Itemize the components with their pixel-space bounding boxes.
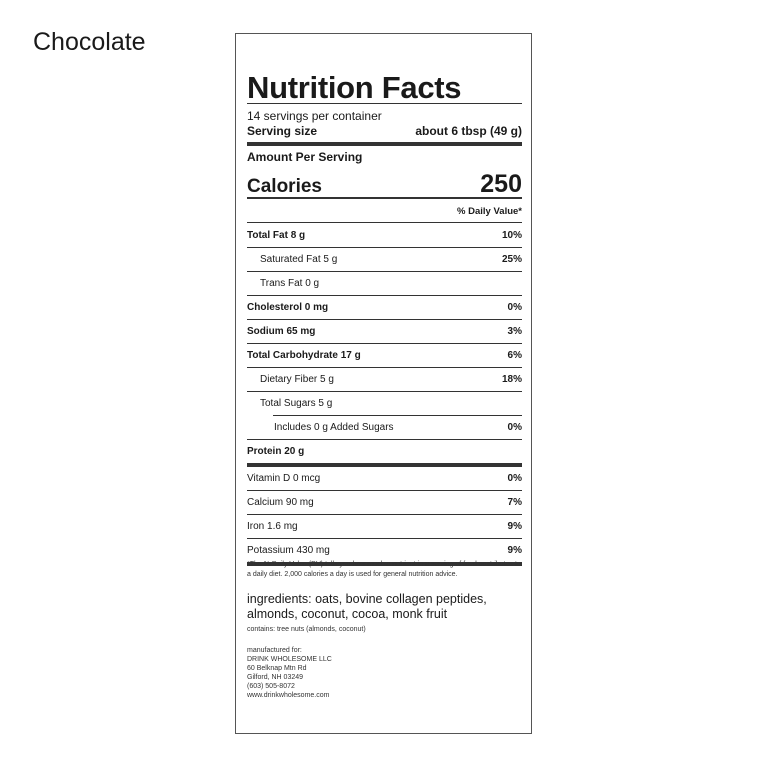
divider-thick [247,562,522,566]
divider [247,391,522,392]
calories-value: 250 [480,170,522,198]
nutrient-daily-value: 0% [507,301,522,313]
manufacturer-phone: (603) 505-8072 [247,683,295,690]
label-title: Nutrition Facts [247,70,462,105]
serving-size-label: Serving size [247,124,318,138]
calories-label: Calories [247,176,322,197]
amount-per-serving: Amount Per Serving [247,150,363,164]
footnote: *The % Daily Value (DV) tells you how mu… [247,561,521,578]
nutrient-name: Vitamin D 0 mcg [247,472,321,484]
nutrient-daily-value: 0% [507,472,522,484]
manufacturer-address1: 60 Belknap Mtn Rd [247,665,307,672]
nutrient-row: Saturated Fat 5 g 25% [247,247,522,271]
nutrient-daily-value: 3% [507,325,522,337]
divider [247,490,522,491]
flavor-title: Chocolate [33,28,146,56]
divider [247,439,522,440]
nutrient-row: Trans Fat 0 g [247,271,522,295]
nutrient-name: Iron 1.6 mg [247,520,298,532]
divider [273,415,522,416]
manufacturer-info: manufactured for: DRINK WHOLESOME LLC 60… [247,646,522,700]
nutrient-daily-value: 6% [507,349,522,361]
servings-per-container: 14 servings per container [247,109,382,123]
nutrient-daily-value: 0% [507,421,522,433]
nutrient-name: Protein 20 g [247,445,305,457]
daily-value-header: % Daily Value* [457,206,522,217]
divider [247,319,522,320]
nutrient-daily-value: 10% [501,229,522,241]
divider [247,343,522,344]
nutrition-facts-label: Nutrition Facts 14 servings per containe… [235,33,532,734]
manufacturer-label: manufactured for: [247,647,302,654]
allergen-statement: contains: tree nuts (almonds, coconut) [247,626,366,633]
nutrient-row: Iron 1.6 mg 9% [247,514,522,538]
nutrient-daily-value: 9% [507,544,522,556]
nutrient-name: Calcium 90 mg [247,496,314,508]
nutrient-name: Total Sugars 5 g [260,397,333,409]
serving-size-value: about 6 tbsp (49 g) [415,124,522,138]
divider [247,367,522,368]
divider [247,538,522,539]
divider [247,247,522,248]
nutrient-row: Total Sugars 5 g [247,391,522,415]
nutrient-name: Saturated Fat 5 g [260,253,338,265]
nutrient-row: Cholesterol 0 mg 0% [247,295,522,319]
nutrient-row: Includes 0 g Added Sugars 0% [247,415,522,439]
calories: Calories 250 [247,170,522,199]
manufacturer-address2: Gilford, NH 03249 [247,674,304,681]
divider-thick [247,463,522,467]
divider [247,271,522,272]
divider [247,197,522,199]
nutrient-name: Sodium 65 mg [247,325,316,337]
nutrient-daily-value: 9% [507,520,522,532]
nutrient-row: Protein 20 g [247,439,522,463]
divider [247,514,522,515]
nutrient-name: Trans Fat 0 g [260,277,320,289]
divider [247,222,522,223]
divider [247,295,522,296]
nutrient-row: Potassium 430 mg 9% [247,538,522,562]
serving-size: Serving size about 6 tbsp (49 g) [247,124,522,138]
nutrient-name: Cholesterol 0 mg [247,301,329,313]
nutrient-daily-value: 18% [501,373,522,385]
nutrient-row: Dietary Fiber 5 g 18% [247,367,522,391]
nutrient-name: Includes 0 g Added Sugars [274,421,394,433]
divider [247,103,522,104]
nutrient-name: Potassium 430 mg [247,544,330,556]
nutrient-row: Calcium 90 mg 7% [247,490,522,514]
nutrient-name: Total Fat 8 g [247,229,306,241]
manufacturer-name: DRINK WHOLESOME LLC [247,656,332,663]
nutrient-daily-value: 7% [507,496,522,508]
ingredients: ingredients: oats, bovine collagen pepti… [247,592,487,621]
nutrient-daily-value: 25% [501,253,522,265]
nutrient-name: Total Carbohydrate 17 g [247,349,361,361]
divider-thick [247,142,522,146]
nutrient-name: Dietary Fiber 5 g [260,373,334,385]
nutrient-row: Vitamin D 0 mcg 0% [247,466,522,490]
nutrient-row: Total Carbohydrate 17 g 6% [247,343,522,367]
manufacturer-website: www.drinkwholesome.com [247,692,330,699]
nutrient-row: Total Fat 8 g 10% [247,223,522,247]
nutrient-row: Sodium 65 mg 3% [247,319,522,343]
